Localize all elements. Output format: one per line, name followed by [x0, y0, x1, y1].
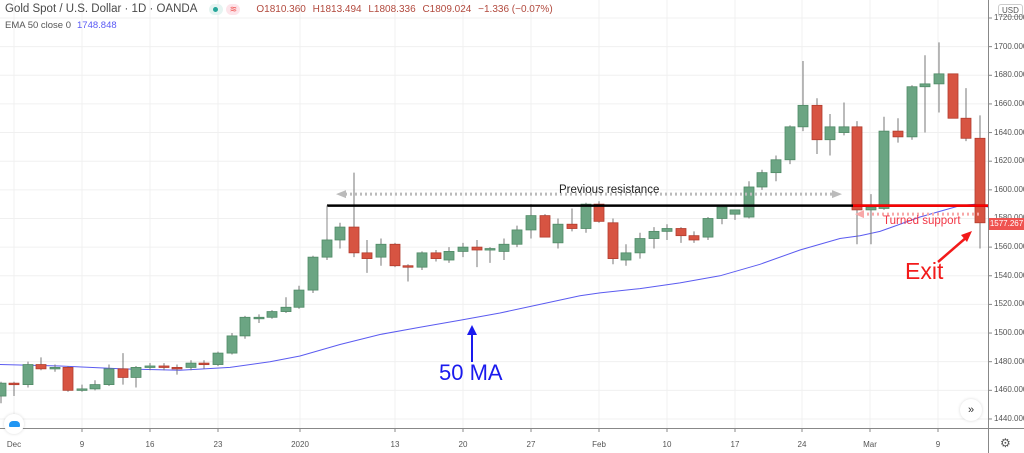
indicator-label: EMA 50 close 0	[5, 20, 72, 31]
time-tick-label: 10	[662, 440, 672, 449]
time-tick-label: 20	[458, 440, 468, 449]
price-tick-label: 1660.000	[994, 98, 1024, 108]
indicator-legend[interactable]: EMA 50 close 0 1748.848	[5, 20, 117, 31]
price-tick-label: 1440.000	[994, 413, 1024, 423]
status-pills: ≋	[209, 3, 241, 15]
annotation-50-ma: 50 MA	[439, 360, 503, 385]
open-value: O1810.360	[256, 3, 306, 15]
price-tick-label: 1720.000	[994, 13, 1024, 22]
change-value: −1.336 (−0.07%)	[478, 3, 553, 15]
currency-badge[interactable]: USD	[998, 4, 1023, 17]
price-tick-label: 1460.000	[994, 385, 1024, 395]
gear-icon[interactable]: ⚙	[1000, 436, 1011, 450]
price-tick-label: 1640.000	[994, 127, 1024, 137]
annotation-exit: Exit	[905, 258, 944, 284]
time-tick-label: 27	[526, 440, 536, 449]
price-tick-label: 1680.000	[994, 70, 1024, 80]
equal-icon: ≋	[226, 3, 241, 15]
time-tick-label: 2020	[291, 440, 309, 449]
price-tick-label: 1480.000	[994, 356, 1024, 366]
market-open-icon	[209, 3, 224, 15]
annotation-turned-support: Turned support	[883, 215, 961, 227]
price-tick-label: 1600.000	[994, 184, 1024, 194]
time-tick-label: 16	[145, 440, 155, 449]
price-tick-label: 1700.000	[994, 41, 1024, 51]
price-tick-label: 1520.000	[994, 299, 1024, 309]
annotation-previous-resistance: Previous resistance	[559, 184, 660, 196]
time-tick-label: 9	[935, 440, 941, 449]
scroll-to-realtime-button[interactable]: »	[960, 399, 982, 421]
low-value: L1808.336	[368, 3, 416, 15]
time-tick-label: Mar	[863, 440, 877, 449]
time-tick-label: 23	[213, 440, 223, 449]
price-tick-label: 1580.000	[994, 213, 1024, 222]
time-tick-label: 9	[79, 440, 85, 449]
close-value: C1809.024	[422, 3, 472, 15]
time-tick-label: Dec	[6, 440, 22, 449]
time-tick-label: 13	[390, 440, 400, 449]
indicator-value: 1748.848	[77, 20, 117, 31]
price-tick-label: 1500.000	[994, 328, 1024, 338]
time-tick-label: Feb	[592, 440, 606, 449]
tradingview-logo-icon[interactable]	[4, 414, 24, 434]
last-price-label: 1577.267	[989, 218, 1024, 230]
price-tick-label: 1540.000	[994, 270, 1024, 280]
high-value: H1813.494	[312, 3, 362, 15]
time-tick-label: 24	[797, 440, 807, 449]
time-tick-label: 17	[730, 440, 740, 449]
price-tick-label: 1560.000	[994, 242, 1024, 252]
price-tick-label: 1620.000	[994, 156, 1024, 166]
chart-header: Gold Spot / U.S. Dollar · 1D · OANDA ≋ O…	[5, 3, 557, 15]
ohlc-values: O1810.360 H1813.494 L1808.336 C1809.024 …	[256, 4, 556, 15]
symbol-title[interactable]: Gold Spot / U.S. Dollar · 1D · OANDA	[5, 3, 198, 15]
